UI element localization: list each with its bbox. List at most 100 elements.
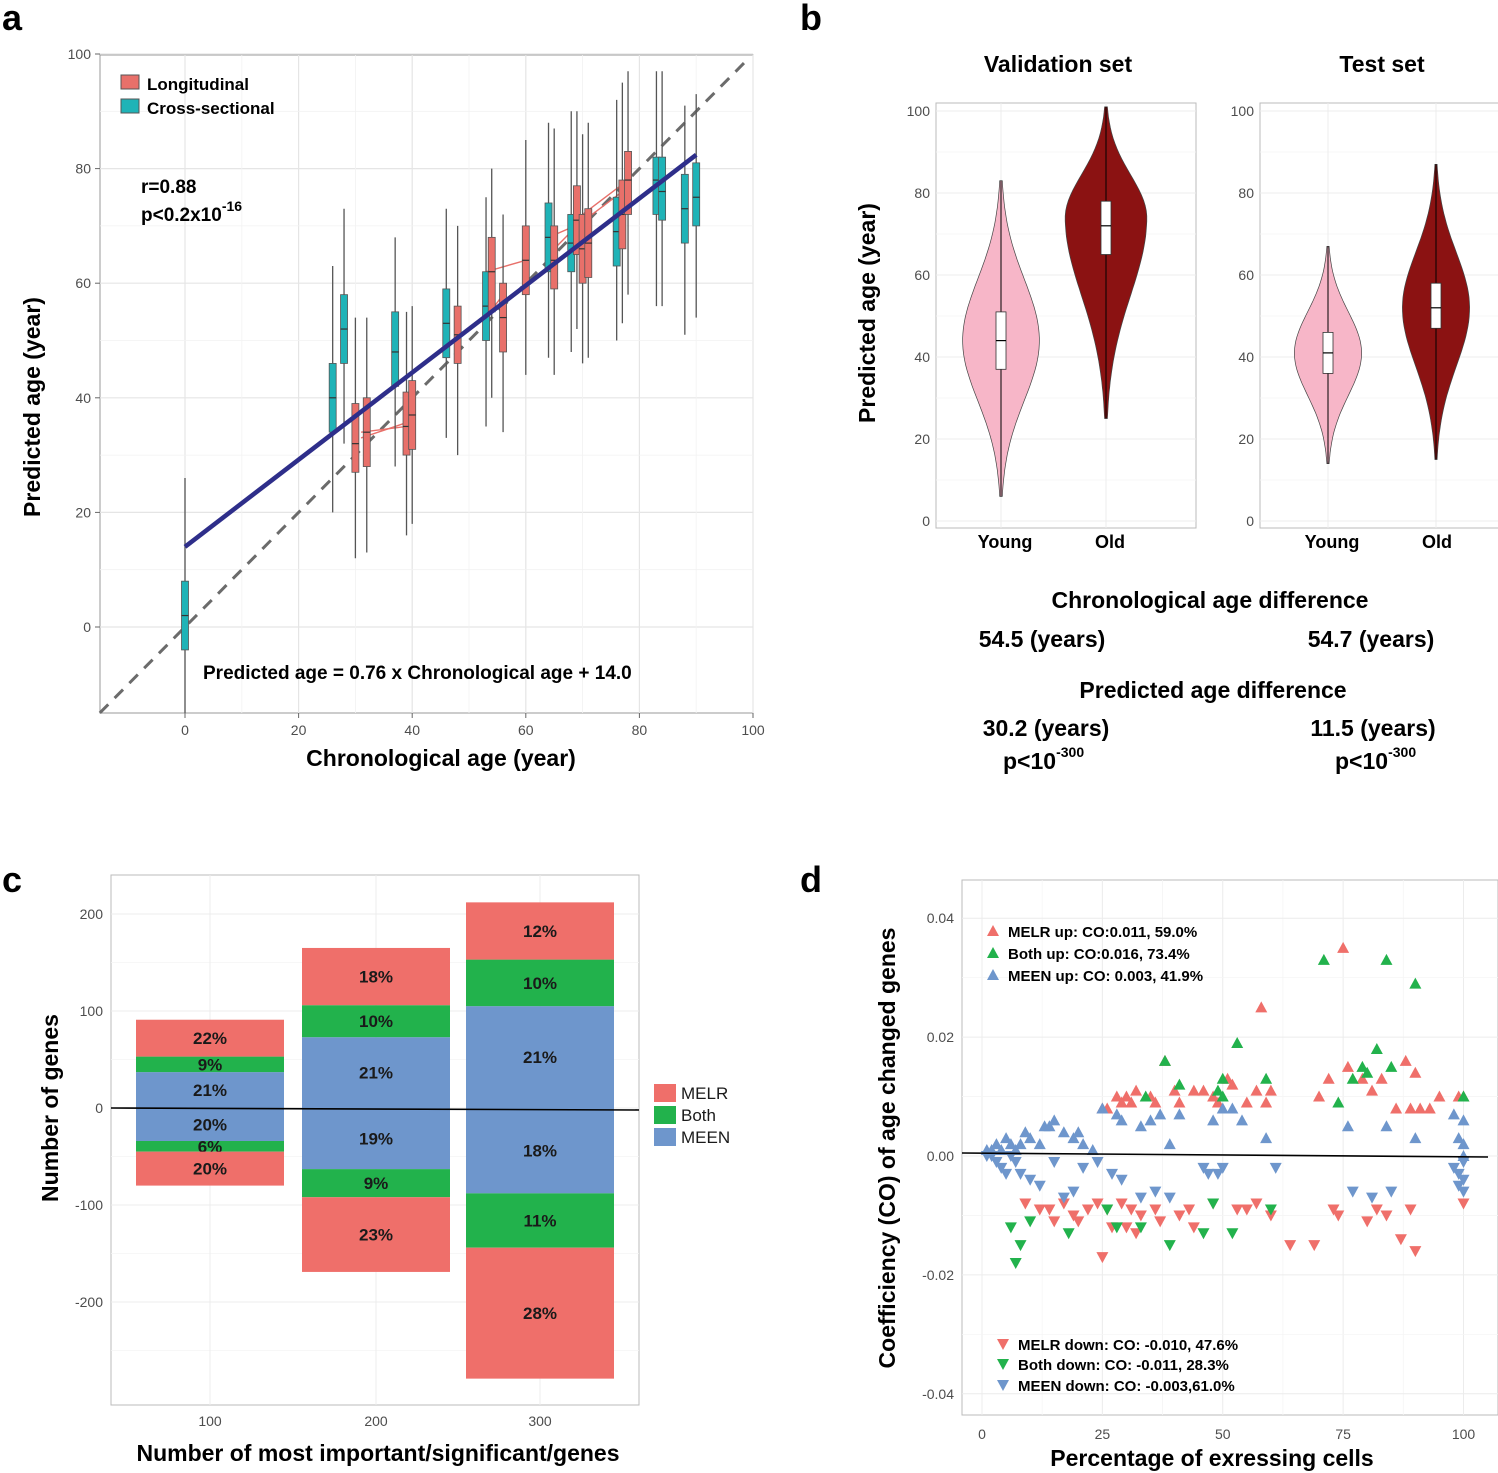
y-tick-label: -0.04 [922, 1386, 954, 1402]
bar-segment-both [136, 1140, 284, 1152]
chrono-diff-validation: 54.5 (years) [979, 626, 1106, 652]
scatter-point-melr-up [1130, 1084, 1143, 1096]
scatter-point-melr-up [1404, 1102, 1417, 1114]
scatter-point-meen-up [1154, 1108, 1167, 1120]
scatter-point-melr-up [1313, 1090, 1326, 1102]
scatter-point-melr-up [1149, 1096, 1162, 1108]
panel-c-chart: 21% 9% 22% 20% 6% 20% 21% 10% 18% 19% 9% 23% 21% 10% 1… [37, 874, 730, 1466]
y-tick-label: 0 [95, 1100, 103, 1116]
y-tick-label: 0 [83, 619, 91, 635]
regression-equation: Predicted age = 0.76 x Chronological age… [203, 663, 632, 684]
test-old-label: Old [1422, 532, 1452, 552]
scatter-point-both-down [1207, 1198, 1220, 1210]
box-body [487, 236, 496, 313]
scatter-point-melr-down [1057, 1198, 1070, 1210]
scatter-point-meen-up [1043, 1120, 1056, 1132]
legend-meen-label: MEEN [681, 1128, 730, 1147]
scatter-point-both-down [1226, 1228, 1239, 1240]
scatter-point-meen-down [1106, 1168, 1119, 1180]
y-tick-label: 100 [907, 103, 931, 119]
panel-label-a: a [2, 0, 23, 38]
scatter-point-melr-up [1240, 1096, 1253, 1108]
scatter-point-melr-down [1308, 1240, 1321, 1252]
legend-both-down-marker [997, 1359, 1009, 1370]
scatter-point-meen-up [1260, 1132, 1273, 1144]
scatter-point-meen-up [1216, 1102, 1229, 1114]
scatter-point-meen-up [1134, 1120, 1147, 1132]
scatter-point-meen-down [1115, 1174, 1128, 1186]
scatter-point-meen-up [1067, 1132, 1080, 1144]
scatter-point-both-up [1380, 953, 1393, 965]
y-tick-label: 60 [914, 267, 930, 283]
scatter-point-both-down [1024, 1216, 1037, 1228]
scatter-point-both-up [1457, 1090, 1470, 1102]
pval-test-exp: -300 [1388, 744, 1416, 760]
scatter-point-both-down [1163, 1240, 1176, 1252]
scatter-point-both-down [1110, 1222, 1123, 1234]
violin-box [1100, 200, 1112, 255]
scatter-point-both-up [1356, 1060, 1369, 1072]
scatter-point-meen-up [1380, 1120, 1393, 1132]
x-tick-label: 60 [518, 722, 534, 738]
bar-percent-label: 11% [523, 1212, 556, 1231]
legend-both-swatch [654, 1106, 676, 1124]
scatter-point-meen-up [1019, 1126, 1032, 1138]
scatter-point-melr-up [1115, 1096, 1128, 1108]
legend-melr-up-marker [987, 925, 999, 936]
box-body [624, 151, 632, 215]
scatter-point-meen-up [1226, 1102, 1239, 1114]
scatter-point-meen-down [1447, 1162, 1460, 1174]
scatter-point-meen-down [1452, 1180, 1465, 1192]
scatter-point-melr-down [1115, 1198, 1128, 1210]
scatter-point-melr-down [1361, 1216, 1374, 1228]
scatter-point-meen-down [1048, 1156, 1061, 1168]
scatter-point-melr-up [1207, 1090, 1220, 1102]
panel-d-legend-up: MELR up: CO:0.011, 59.0% Both up: CO:0.0… [987, 924, 1203, 985]
scatter-point-meen-up [1014, 1138, 1027, 1150]
x-tick-label: 200 [364, 1413, 388, 1429]
zero-line [110, 1107, 640, 1111]
test-set-title: Test set [1339, 51, 1425, 77]
legend-melr-label: MELR [681, 1084, 728, 1103]
scatter-point-melr-up [1375, 1072, 1388, 1084]
scatter-point-meen-up [1236, 1114, 1249, 1126]
validation-old-label: Old [1095, 532, 1125, 552]
scatter-point-meen-down [990, 1156, 1003, 1168]
scatter-point-melr-up [1168, 1084, 1181, 1096]
scatter-point-meen-down [1452, 1168, 1465, 1180]
scatter-point-both-down [1062, 1228, 1075, 1240]
scatter-point-melr-up [1341, 1060, 1354, 1072]
bar-segment-meen [136, 1072, 284, 1108]
scatter-point-melr-up [1433, 1090, 1446, 1102]
scatter-point-meen-up [1057, 1126, 1070, 1138]
scatter-point-melr-up [1173, 1096, 1186, 1108]
legend-melr-down-marker [997, 1339, 1009, 1350]
scatter-point-both-up [1332, 1096, 1345, 1108]
scatter-point-melr-up [1211, 1096, 1224, 1108]
scatter-point-melr-up [1110, 1090, 1123, 1102]
scatter-point-melr-down [1072, 1216, 1085, 1228]
panel-d-y-axis-label: Coefficiency (CO) of age changed genes [874, 928, 900, 1369]
scatter-point-meen-up [1033, 1138, 1046, 1150]
p-value-exponent: -16 [222, 198, 242, 214]
scatter-point-melr-up [1356, 1072, 1369, 1084]
scatter-point-melr-down [1240, 1204, 1253, 1216]
panel-a-x-axis-label: Chronological age (year) [306, 745, 576, 771]
legend-both-up-label: Both up: CO:0.016, 73.4% [1008, 946, 1190, 963]
scatter-point-meen-down [1057, 1192, 1070, 1204]
panel-a-chart: 0 20 40 60 80 100 0 20 40 60 80 100 Longitudinal Cr… [19, 46, 765, 771]
identity-line [98, 55, 752, 715]
scatter-point-meen-up [990, 1138, 1003, 1150]
scatter-point-meen-down [1216, 1162, 1229, 1174]
scatter-point-melr-down [1130, 1228, 1143, 1240]
y-tick-label: 80 [914, 185, 930, 201]
scatter-point-melr-down [1043, 1204, 1056, 1216]
scatter-point-both-up [1231, 1037, 1244, 1049]
y-tick-label: 0.04 [927, 910, 954, 926]
scatter-point-meen-down [1202, 1168, 1215, 1180]
legend-meen-down-marker [997, 1380, 1009, 1391]
bar-segment-both [466, 959, 614, 1007]
scatter-point-both-down [1101, 1204, 1114, 1216]
scatter-point-both-up [1139, 1090, 1152, 1102]
scatter-point-melr-down [1187, 1222, 1200, 1234]
